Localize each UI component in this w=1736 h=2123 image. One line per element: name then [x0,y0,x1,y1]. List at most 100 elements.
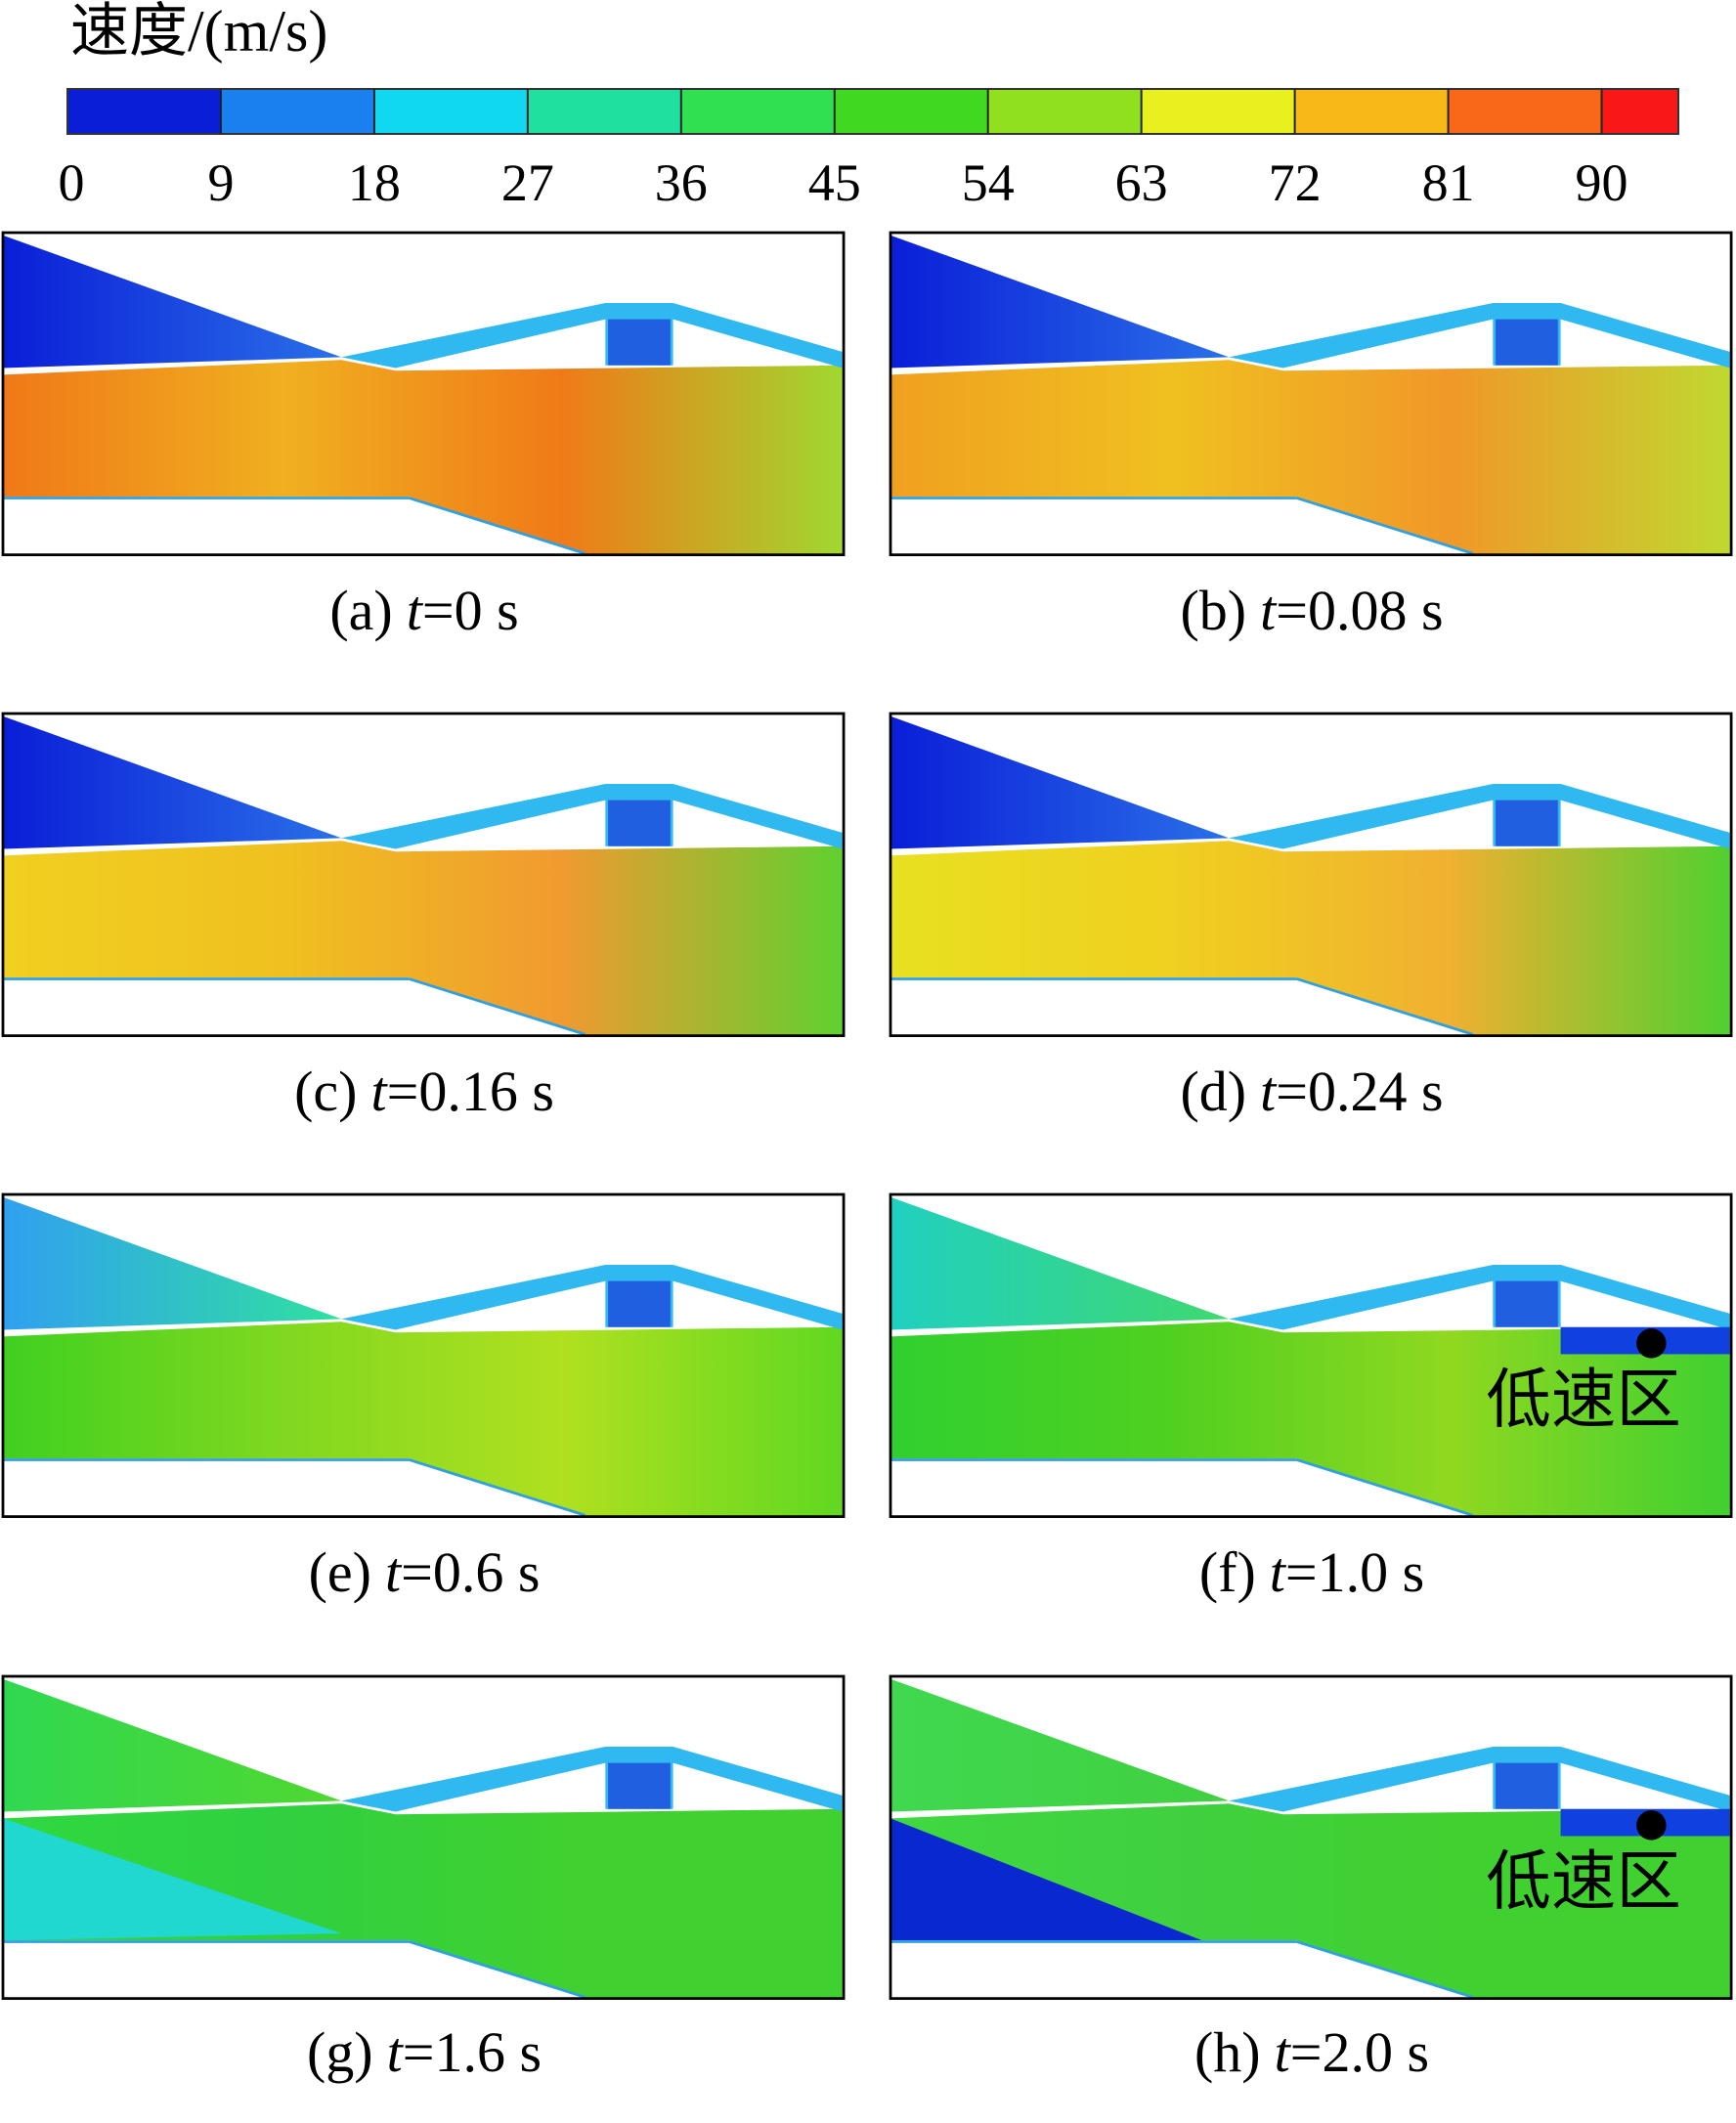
lower-branch [3,1818,342,1941]
duct-box [608,1280,671,1327]
caption-variable: t [1275,2020,1292,2084]
duct-box [1496,1762,1558,1809]
tick-label: 45 [808,153,861,212]
caption-tag: (e) [309,1540,371,1604]
tick-label: 72 [1269,153,1322,212]
main-channel [3,841,843,1036]
caption-tag: (a) [329,579,392,642]
colorbar-frame [66,88,1679,135]
tick-label: 54 [962,153,1015,212]
bypass-duct [341,303,843,368]
annotation: 低速区 [1486,1362,1680,1438]
inlet-wedge [3,1196,342,1330]
tick-label: 36 [655,153,708,212]
inlet-wedge [890,715,1230,849]
caption-time: =0.24 s [1276,1060,1443,1123]
caption-time: =0.6 s [401,1540,540,1604]
wall [409,497,586,555]
panel [1,1674,846,2001]
main-channel [3,1321,843,1517]
caption-time: =2.0 s [1290,2020,1429,2084]
bypass-duct [341,1265,843,1330]
color-segment [1294,89,1449,134]
tick-label: 63 [1115,153,1168,212]
duct-box [608,1762,671,1809]
panel-frame [889,1192,1733,1519]
inlet-wedge [3,235,342,368]
panel [1,231,846,557]
main-channel [890,1803,1730,1999]
inlet-wedge [3,1678,342,1812]
tick-label: 81 [1422,153,1475,212]
color-segment [373,89,528,134]
caption: (d) t=0.24 s [1180,1060,1443,1123]
color-segment [220,89,374,134]
bypass-duct [341,1747,843,1812]
bypass-duct [341,784,843,849]
caption: (b) t=0.08 s [1180,579,1443,642]
bypass-duct [1229,303,1730,368]
caption-time: =1.0 s [1285,1540,1424,1604]
caption-tag: (f) [1199,1540,1256,1604]
wall [1296,497,1473,555]
panel-frame [1,1674,846,2001]
panel-frame [889,1674,1733,2001]
wall [1296,1940,1473,1999]
tick-label: 0 [59,153,85,212]
bypass-duct [1229,1747,1730,1812]
color-segment [834,89,988,134]
wall [1296,1458,1473,1517]
inlet-wedge [890,1196,1230,1330]
caption-time: =1.6 s [403,2020,542,2084]
caption-variable: t [370,1060,388,1123]
bypass-duct [1229,784,1730,849]
tick-label: 90 [1576,153,1628,212]
caption-tag: (d) [1180,1060,1246,1123]
panel [889,712,1733,1038]
duct-box [608,319,671,366]
caption-variable: t [1260,579,1278,642]
panel-frame [1,1192,846,1519]
color-segment [67,89,221,134]
caption-tag: (g) [307,2020,373,2084]
panel: 低速区 [889,1674,1733,2001]
main-channel [3,360,843,555]
color-segment [527,89,681,134]
color-segment [1141,89,1295,134]
caption-variable: t [387,2020,405,2084]
panel [889,231,1733,557]
panel [1,1192,846,1519]
wall [1296,977,1473,1036]
inlet-wedge [890,1678,1230,1812]
caption-time: =0 s [422,579,519,642]
caption: (e) t=0.6 s [309,1540,541,1604]
inlet-wedge [3,715,342,849]
panel: 低速区 [889,1192,1733,1519]
caption-tag: (h) [1194,2020,1261,2084]
duct-box [608,800,671,846]
caption-time: =0.08 s [1276,579,1443,642]
color-segment [987,89,1142,134]
duct-box [1496,800,1558,846]
panel-frame [889,231,1733,557]
panel-frame [1,231,846,557]
caption-tag: (b) [1180,579,1246,642]
panel-frame [889,712,1733,1038]
panel-frame [1,712,846,1038]
marker-dot [1636,1328,1667,1359]
tick-label: 18 [348,153,401,212]
color-segment [1601,89,1678,134]
main-channel [3,1803,843,1999]
color-segment [680,89,835,134]
color-segment [1448,89,1602,134]
wall [409,1940,586,1999]
bypass-duct [1229,1265,1730,1330]
caption-variable: t [407,579,424,642]
duct-box [1496,319,1558,366]
annotation: 低速区 [1486,1843,1680,1920]
main-channel [890,841,1730,1036]
caption: (a) t=0 s [329,579,518,642]
panel [1,712,846,1038]
caption-time: =0.16 s [387,1060,554,1123]
caption-variable: t [1260,1060,1278,1123]
